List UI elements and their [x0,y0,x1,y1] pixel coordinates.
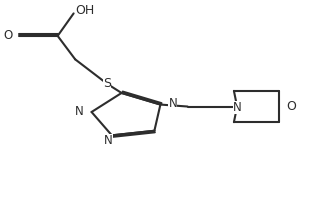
Text: N: N [75,105,84,118]
Text: O: O [287,100,297,113]
Text: N: N [233,101,242,114]
Text: N: N [168,97,177,110]
Text: S: S [103,77,111,90]
Text: O: O [3,29,12,42]
Text: N: N [104,134,113,147]
Text: OH: OH [75,4,94,17]
